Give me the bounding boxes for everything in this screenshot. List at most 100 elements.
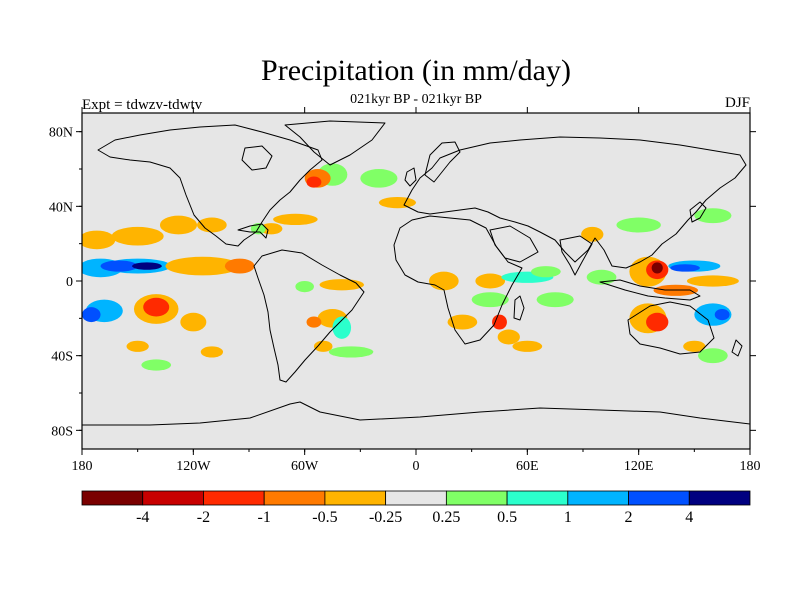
- anomaly-patch-14: [180, 312, 207, 332]
- colorbar-label-1: -2: [197, 509, 210, 526]
- colorbar-label-3: -0.5: [312, 509, 337, 526]
- y-tick-label-1: 40N: [49, 200, 73, 215]
- x-tick-label-2: 60W: [291, 459, 319, 474]
- anomaly-patch-22: [378, 197, 417, 209]
- anomaly-patch-59: [581, 226, 604, 242]
- x-tick-label-1: 120W: [176, 459, 211, 474]
- anomaly-patch-46: [651, 262, 663, 274]
- anomaly-patch-55: [683, 340, 706, 352]
- anomaly-patch-1: [111, 226, 164, 246]
- anomaly-patch-9: [224, 258, 255, 274]
- coastline-hudson-bay: [241, 145, 273, 171]
- anomaly-patch-2: [159, 215, 198, 235]
- colorbar-box-5: [385, 490, 447, 506]
- anomaly-patch-16: [141, 359, 172, 371]
- coastline-europe-asia: [403, 136, 747, 269]
- anomaly-patch-58: [694, 208, 732, 224]
- x-tick-label-0: 180: [72, 459, 93, 474]
- coastline-north-america: [97, 124, 323, 247]
- coastlines: [82, 120, 750, 426]
- coastline-antarctica: [82, 401, 750, 426]
- anomaly-patch-52: [646, 312, 669, 332]
- anomaly-patch-40: [497, 329, 520, 345]
- y-tick-label-3: 40S: [51, 350, 73, 365]
- coastline-scandinavia: [424, 141, 461, 183]
- colorbar-box-10: [688, 490, 751, 506]
- coastline-africa: [393, 215, 523, 345]
- anomaly-patch-31: [328, 346, 374, 358]
- colorbar-box-4: [324, 490, 387, 506]
- anomaly-patch-33: [428, 271, 459, 291]
- x-tick-label-3: 0: [413, 459, 420, 474]
- anomaly-patch-7: [132, 262, 162, 270]
- colorbar: -4 -2 -1 -0.5 -0.25 0.25 0.5 1 2 4: [81, 490, 751, 526]
- colorbar-box-9: [628, 490, 690, 506]
- anomaly-patch-27: [295, 281, 314, 293]
- anomaly-patch-29: [306, 316, 322, 328]
- coastline-australia: [627, 301, 715, 355]
- chart-subtitle: 021kyr BP - 021kyr BP: [350, 92, 482, 107]
- anomaly-patch-32: [313, 340, 333, 352]
- anomaly-patch-42: [512, 340, 543, 352]
- colorbar-label-7: 1: [564, 509, 572, 526]
- coastline-gulf-florida: [237, 223, 269, 239]
- colorbar-label-4: -0.25: [369, 509, 402, 526]
- coastline-arabia: [489, 225, 539, 263]
- colorbar-box-3: [263, 490, 326, 506]
- y-tick-label-0: 80N: [49, 126, 73, 141]
- anomaly-patch-39: [492, 314, 507, 330]
- coastline-new-zealand: [731, 339, 743, 357]
- anomaly-patch-37: [447, 314, 478, 330]
- coastline-madagascar: [513, 295, 525, 321]
- y-tick-label-2: 0: [66, 275, 73, 290]
- chart-title: Precipitation (in mm/day): [261, 54, 571, 87]
- anomaly-patch-41: [536, 292, 574, 308]
- x-tick-label-6: 180: [740, 459, 761, 474]
- colorbar-label-6: 0.5: [497, 509, 517, 526]
- colorbar-label-9: 4: [685, 509, 693, 526]
- coastline-british-isles: [404, 167, 417, 187]
- anomaly-patch-17: [200, 346, 224, 358]
- coastline-greenland: [284, 120, 386, 166]
- coastline-japan: [689, 201, 707, 223]
- anomaly-layer: [82, 163, 739, 371]
- anomaly-patch-8: [165, 256, 240, 276]
- coastline-indonesia: [599, 279, 701, 301]
- anomaly-patch-30: [332, 316, 352, 339]
- anomaly-patch-34: [475, 273, 506, 289]
- colorbar-label-0: -4: [136, 509, 149, 526]
- anomaly-patch-24: [260, 223, 283, 235]
- anomaly-patch-23: [273, 213, 318, 225]
- anomaly-patch-48: [670, 264, 700, 272]
- colorbar-label-8: 2: [625, 509, 633, 526]
- anomaly-patch-36: [531, 266, 561, 278]
- anomaly-patch-57: [616, 217, 661, 233]
- anomaly-patch-11: [82, 307, 101, 323]
- x-tick-label-4: 60E: [516, 459, 539, 474]
- colorbar-box-6: [445, 490, 508, 506]
- anomaly-patch-3: [197, 217, 227, 233]
- anomaly-patch-56: [698, 348, 728, 364]
- colorbar-label-2: -1: [258, 509, 271, 526]
- season-label: DJF: [725, 95, 750, 111]
- anomaly-patch-20: [306, 176, 322, 188]
- anomaly-patch-0: [82, 230, 116, 250]
- anomaly-patch-38: [471, 292, 509, 308]
- anomaly-patch-15: [126, 340, 149, 352]
- experiment-label: Expt = tdwzv-tdwtv: [82, 97, 203, 113]
- colorbar-box-7: [506, 490, 569, 506]
- axis-ticks: 180 120W 60W 0 60E 120E 180 80N 40N 0 40S 80S: [49, 107, 761, 474]
- colorbar-box-2: [203, 490, 265, 506]
- x-tick-label-5: 120E: [624, 459, 654, 474]
- anomaly-patch-6: [100, 260, 138, 272]
- coastline-south-america: [253, 249, 365, 383]
- coastline-india: [559, 235, 593, 276]
- anomaly-patch-49: [686, 275, 739, 287]
- colorbar-label-5: 0.25: [432, 509, 460, 526]
- anomaly-patch-54: [714, 309, 730, 321]
- anomaly-patch-13: [143, 297, 170, 317]
- anomaly-patch-21: [360, 169, 398, 188]
- colorbar-box-1: [142, 490, 204, 506]
- colorbar-box-8: [567, 490, 629, 506]
